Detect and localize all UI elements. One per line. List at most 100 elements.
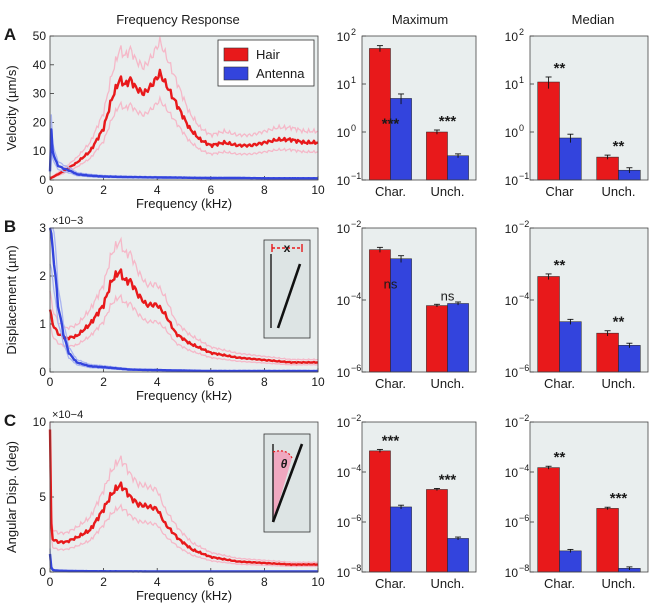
x-tick-label: 2 (100, 575, 107, 589)
bar-y-tick-exponent: −4 (351, 291, 361, 301)
antenna-bar (391, 98, 412, 180)
y-axis-label: Velocity (µm/s) (4, 65, 19, 151)
bar-y-tick-exponent: 1 (519, 75, 524, 85)
bar-category-label: Unch. (431, 184, 465, 199)
legend-label-antenna: Antenna (256, 66, 305, 81)
bar-category-label: Unch. (431, 576, 465, 591)
x-tick-label: 0 (47, 183, 54, 197)
bar-y-tick-label: 10 (337, 466, 351, 480)
bar-category-label: Unch. (602, 576, 636, 591)
antenna-bar (391, 259, 412, 372)
header-median: Median (572, 12, 615, 27)
bar-y-tick-label: 10 (505, 174, 519, 188)
bar-y-tick-label: 10 (337, 174, 351, 188)
bar-y-tick-exponent: 1 (351, 75, 356, 85)
antenna-bar (391, 507, 412, 572)
hair-bar (426, 489, 447, 572)
x-tick-label: 4 (154, 183, 161, 197)
bar-y-tick-exponent: −6 (351, 363, 361, 373)
bar-y-tick-exponent: 2 (351, 27, 356, 37)
y-exponent-label: ×10−4 (52, 409, 83, 421)
bar-y-tick-exponent: 2 (519, 27, 524, 37)
antenna-bar (448, 538, 469, 572)
bar-y-tick-label: 10 (505, 222, 519, 236)
bar-y-tick-label: 10 (337, 294, 351, 308)
x-tick-label: 8 (261, 375, 268, 389)
hair-bar (597, 508, 619, 572)
bar-y-tick-label: 10 (337, 126, 351, 140)
significance-marker: *** (382, 115, 400, 132)
hair-bar (538, 468, 560, 572)
antenna-bar (560, 551, 582, 572)
bar-y-tick-exponent: −1 (519, 171, 529, 181)
bar-category-label: Unch. (431, 376, 465, 391)
bar-y-tick-exponent: −2 (519, 413, 529, 423)
bar-y-tick-exponent: −6 (519, 513, 529, 523)
hair-bar (538, 276, 560, 372)
significance-marker: *** (439, 471, 457, 488)
bar-y-tick-label: 10 (337, 566, 351, 580)
panel-letter-c: C (4, 411, 16, 430)
hair-bar (369, 250, 390, 372)
y-tick-label: 3 (39, 221, 46, 235)
inset-x-label: x (284, 241, 291, 255)
x-axis-label: Frequency (kHz) (136, 588, 232, 603)
significance-marker: *** (610, 490, 628, 507)
bar-y-tick-label: 10 (505, 566, 519, 580)
legend-swatch-hair (224, 48, 248, 61)
significance-marker: ** (613, 138, 625, 155)
bar-y-tick-exponent: −2 (351, 413, 361, 423)
y-axis-label: Angular Disp. (deg) (4, 441, 19, 553)
bar-y-tick-label: 10 (337, 222, 351, 236)
antenna-bar (560, 138, 582, 180)
bar-y-tick-label: 10 (337, 366, 351, 380)
bar-y-tick-label: 10 (505, 466, 519, 480)
antenna-bar (619, 345, 641, 372)
legend-swatch-antenna (224, 67, 248, 80)
x-tick-label: 10 (311, 375, 325, 389)
x-axis-label: Frequency (kHz) (136, 388, 232, 403)
y-tick-label: 20 (33, 115, 47, 129)
hair-bar (538, 82, 560, 180)
hair-bar (369, 48, 390, 180)
x-tick-label: 6 (207, 183, 214, 197)
bar-category-label: Char. (375, 184, 406, 199)
bar-category-label: Char. (544, 576, 575, 591)
significance-marker: ** (613, 314, 625, 331)
x-tick-label: 2 (100, 183, 107, 197)
y-exponent-label: ×10−3 (52, 215, 83, 227)
significance-marker: ns (384, 277, 398, 292)
antenna-bar (448, 156, 469, 180)
panel-letter-a: A (4, 25, 16, 44)
bar-y-tick-exponent: 0 (351, 123, 356, 133)
bar-y-tick-exponent: 0 (519, 123, 524, 133)
y-tick-label: 50 (33, 29, 47, 43)
header-frequency-response: Frequency Response (116, 12, 240, 27)
panel-letter-b: B (4, 217, 16, 236)
x-tick-label: 4 (154, 575, 161, 589)
x-tick-label: 8 (261, 183, 268, 197)
y-tick-label: 0 (39, 365, 46, 379)
y-tick-label: 30 (33, 87, 47, 101)
bar-y-tick-label: 10 (505, 78, 519, 92)
x-tick-label: 6 (207, 575, 214, 589)
bar-y-tick-label: 10 (505, 516, 519, 530)
bar-y-tick-exponent: −1 (351, 171, 361, 181)
hair-bar (369, 451, 390, 572)
y-tick-label: 5 (39, 490, 46, 504)
y-tick-label: 10 (33, 144, 47, 158)
bar-y-tick-exponent: −8 (519, 563, 529, 573)
significance-marker: ** (554, 257, 566, 274)
hair-bar (597, 333, 619, 372)
bar-y-tick-label: 10 (337, 78, 351, 92)
bar-category-label: Char (545, 184, 574, 199)
header-maximum: Maximum (392, 12, 448, 27)
significance-marker: *** (439, 113, 457, 130)
y-axis-label: Displacement (µm) (4, 245, 19, 354)
significance-marker: ** (554, 449, 566, 466)
bar-category-label: Unch. (602, 376, 636, 391)
x-tick-label: 10 (311, 183, 325, 197)
y-tick-label: 0 (39, 565, 46, 579)
bar-y-tick-exponent: −4 (351, 463, 361, 473)
